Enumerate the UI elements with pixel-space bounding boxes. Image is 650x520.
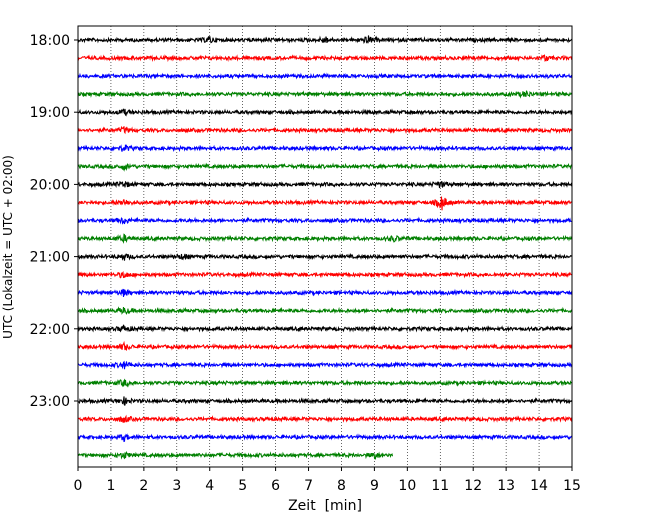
seismogram-trace [77,216,573,225]
x-tick-label: 8 [337,478,346,494]
seismogram-trace [77,108,573,117]
seismogram-trace [77,414,573,423]
seismogram-trace [77,180,573,189]
y-tick-label: 21:00 [30,250,70,266]
seismogram-trace [77,125,573,135]
seismogram-trace [77,288,573,297]
seismogram-trace [77,340,573,352]
y-tick-label: 23:00 [30,394,70,410]
x-tick-label: 0 [74,478,83,494]
seismogram-trace [77,72,573,80]
seismogram-trace [77,378,573,388]
x-tick-label: 15 [563,478,581,494]
seismogram-trace [77,252,573,261]
seismogram-trace [77,35,573,45]
y-tick-label: 19:00 [30,105,70,121]
seismogram-trace [77,396,573,406]
seismogram-trace [77,270,573,279]
seismogram-trace [77,144,573,153]
seismogram-trace [77,196,573,211]
x-tick-label: 12 [464,478,482,494]
seismogram-trace [77,433,573,443]
seismogram-trace [77,54,573,63]
seismogram-trace [77,306,573,315]
y-axis-ticks: 18:00 19:00 20:00 21:00 22:00 23:00 [30,33,78,410]
x-tick-label: 2 [139,478,148,494]
y-axis-label: UTC (Lokalzeit = UTC + 02:00) [1,155,15,339]
seismogram-trace [77,324,573,333]
seismogram-trace [77,162,573,172]
y-tick-label: 20:00 [30,177,70,193]
x-axis-label: Zeit [min] [288,498,362,514]
seismogram-trace [77,90,573,99]
x-tick-label: 14 [530,478,548,494]
y-tick-label: 22:00 [30,322,70,338]
x-tick-label: 13 [497,478,515,494]
trace-lines [77,35,573,461]
x-tick-label: 10 [398,478,416,494]
x-tick-label: 3 [172,478,181,494]
seismogram-trace [77,360,573,370]
x-tick-label: 7 [304,478,313,494]
x-tick-label: 5 [238,478,247,494]
x-tick-label: 1 [106,478,115,494]
y-tick-label: 18:00 [30,33,70,49]
x-tick-label: 11 [431,478,449,494]
seismogram-trace [77,450,394,461]
x-tick-label: 6 [271,478,280,494]
x-axis-ticks: 0 1 2 3 4 5 6 7 8 9 10 11 12 13 14 15 [74,467,581,494]
plot-frame [77,25,573,468]
x-tick-label: 4 [205,478,214,494]
seismogram-trace [77,233,573,244]
x-tick-label: 9 [370,478,379,494]
